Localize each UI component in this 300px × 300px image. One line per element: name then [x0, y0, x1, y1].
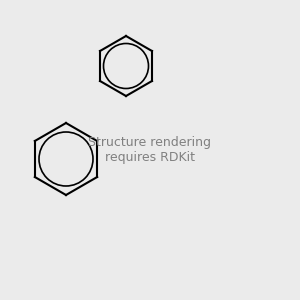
Text: Structure rendering
requires RDKit: Structure rendering requires RDKit [88, 136, 212, 164]
